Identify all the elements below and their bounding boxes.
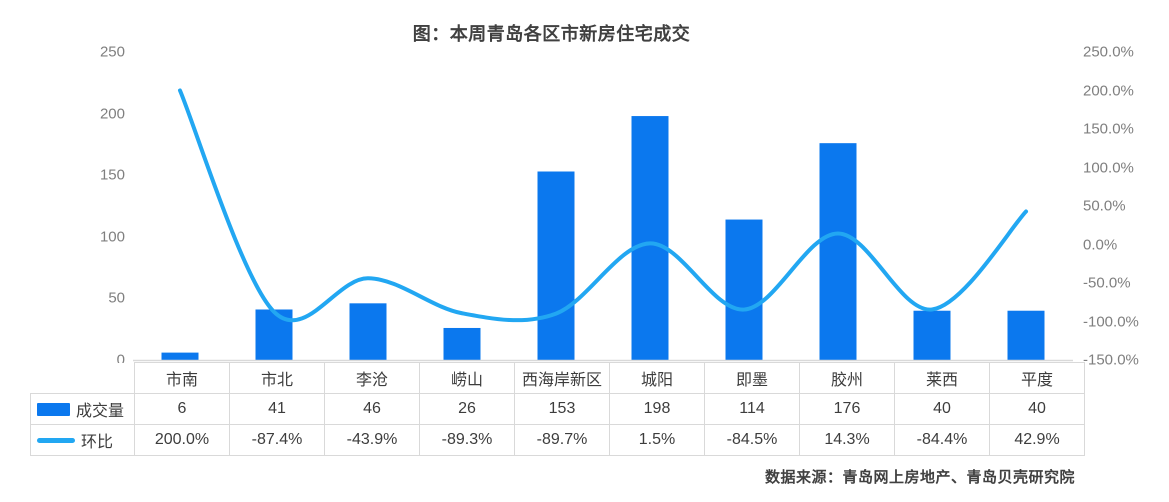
volume-value-cell-即墨: 114	[704, 393, 800, 425]
mom-value-cell-李沧: -43.9%	[324, 424, 420, 456]
volume-legend-swatch-icon	[37, 402, 70, 416]
table-corner-cell	[30, 362, 135, 394]
mom-value-cell-城阳: 1.5%	[609, 424, 705, 456]
volume-bar-崂山	[443, 327, 481, 360]
right-axis-tick: -50.0%	[1083, 274, 1131, 292]
volume-value-cell-市北: 41	[229, 393, 325, 425]
volume-legend-label: 成交量	[76, 403, 125, 420]
mom-value-cell-市南: 200.0%	[134, 424, 230, 456]
volume-value-cell-李沧: 46	[324, 393, 420, 425]
right-axis-tick: 0.0%	[1083, 236, 1118, 253]
mom-value-cell-胶州: 14.3%	[799, 424, 895, 456]
volume-bar-市北	[255, 309, 293, 360]
chart-title: 图：本周青岛各区市新房住宅成交	[412, 24, 691, 44]
right-axis-tick: -150.0%	[1083, 351, 1139, 369]
mom-value-cell-西海岸新区: -89.7%	[514, 424, 610, 456]
data-table: 市南 市北 李沧 崂山 西海岸新区 城阳 即墨 胶州 莱西 平度 成交量 6 41 46 26 153 198 1…	[30, 362, 1085, 456]
right-axis-tick: 100.0%	[1083, 159, 1134, 176]
right-axis-tick: 50.0%	[1083, 197, 1126, 215]
volume-bar-城阳	[631, 116, 669, 361]
right-axis-tick: 200.0%	[1083, 82, 1134, 99]
source-note: 数据来源：青岛网上房地产、青岛贝壳研究院	[764, 469, 1075, 486]
volume-value-cell-莱西: 40	[894, 393, 990, 425]
mom-legend-cell: 环比	[30, 424, 135, 456]
category-cell-市北: 市北	[229, 362, 325, 394]
mom-line	[178, 88, 1028, 323]
volume-value-cell-城阳: 198	[609, 393, 705, 425]
left-axis-tick: 50	[108, 289, 125, 307]
mom-legend-line-icon	[37, 437, 75, 443]
mom-value-cell-即墨: -84.5%	[704, 424, 800, 456]
category-cell-李沧: 李沧	[324, 362, 420, 394]
plot-area	[133, 88, 1073, 362]
mom-value-cell-平度: 42.9%	[989, 424, 1085, 456]
volume-value-cell-平度: 40	[989, 393, 1085, 425]
volume-value-cell-市南: 6	[134, 393, 230, 425]
category-cell-胶州: 胶州	[799, 362, 895, 394]
volume-bar-胶州	[819, 143, 857, 360]
volume-bar-平度	[1007, 310, 1045, 360]
volume-value-cell-西海岸新区: 153	[514, 393, 610, 425]
category-cell-城阳: 城阳	[609, 362, 705, 394]
mom-legend-label: 环比	[81, 434, 114, 451]
left-axis-tick: 250	[99, 43, 125, 61]
right-axis-tick: 150.0%	[1083, 120, 1134, 138]
right-axis-tick: 250.0%	[1083, 43, 1134, 61]
right-axis-tick: -100.0%	[1083, 313, 1139, 330]
category-cell-崂山: 崂山	[419, 362, 515, 394]
volume-bar-西海岸新区	[537, 171, 575, 360]
mom-value-cell-崂山: -89.3%	[419, 424, 515, 456]
left-axis-tick: 200	[99, 105, 125, 123]
category-cell-市南: 市南	[134, 362, 230, 394]
volume-value-cell-崂山: 26	[419, 393, 515, 425]
mom-value-cell-市北: -87.4%	[229, 424, 325, 456]
left-axis-tick: 100	[99, 228, 125, 246]
category-cell-平度: 平度	[989, 362, 1085, 394]
left-axis-tick: 0	[116, 351, 125, 369]
volume-bar-即墨	[725, 219, 763, 360]
volume-bar-莱西	[913, 310, 951, 360]
volume-legend-cell: 成交量	[30, 393, 135, 425]
category-cell-莱西: 莱西	[894, 362, 990, 394]
volume-bar-李沧	[349, 303, 387, 360]
category-cell-即墨: 即墨	[704, 362, 800, 394]
left-axis-tick: 150	[99, 166, 125, 184]
mom-value-cell-莱西: -84.4%	[894, 424, 990, 456]
category-cell-西海岸新区: 西海岸新区	[514, 362, 610, 394]
volume-value-cell-胶州: 176	[799, 393, 895, 425]
volume-bar-市南	[161, 352, 199, 360]
